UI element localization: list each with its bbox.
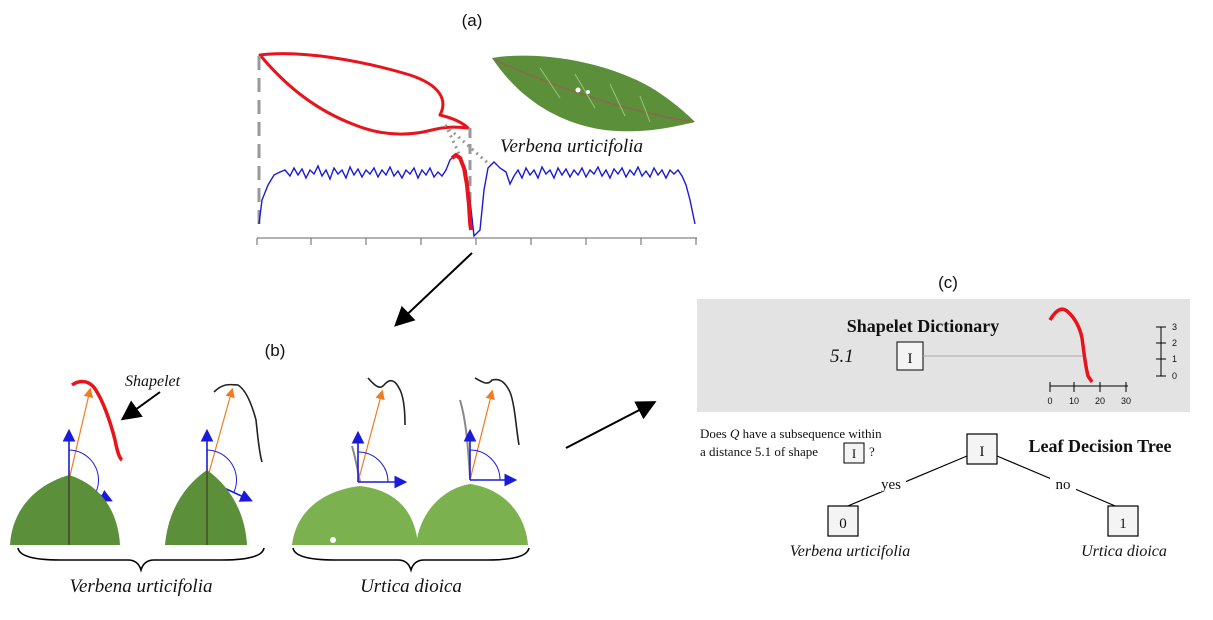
scale-x-tick-0: 0 [1047,396,1052,406]
dotted-connector [444,123,491,167]
timeseries-highlight [450,152,473,231]
tree-no-label: no [1056,477,1071,493]
tree-right-species: Urtica dioica [1081,543,1167,560]
panel-a: (a) Verbena urticifolia [256,11,697,245]
tree-title: Leaf Decision Tree [1029,436,1172,456]
brace-left [17,547,265,573]
arrow-a-to-b [394,252,473,327]
panel-a-label: (a) [462,11,483,30]
scale-y-tick-2: 2 [1172,338,1177,348]
no-label-bg [1050,476,1076,492]
dictionary-scale-y: 3 2 1 0 [1156,322,1177,381]
scale-x-tick-2: 20 [1095,396,1105,406]
question-shape-symbol: I [852,446,856,461]
verbena-leaf-1 [10,379,124,545]
question-end: ? [869,444,875,459]
dictionary-title: Shapelet Dictionary [847,316,1000,336]
tree-yes-label: yes [881,477,901,493]
verbena-leaf-2 [165,383,263,545]
leaf-outline-red [258,52,470,136]
verbena-leaf-image [492,55,695,132]
group-left-label: Verbena urticifolia [69,576,212,597]
question-line-1: Does Q have a subsequence within [700,426,882,441]
tree-left-species: Verbena urticifolia [790,543,910,560]
arrow-b-to-c [565,401,657,449]
panel-c: (c) Shapelet Dictionary 5.1 I 0 10 20 30 [697,273,1190,560]
urtica-leaf-2 [416,377,528,545]
question-line-2: a distance 5.1 of shape [700,444,818,459]
question-shape-box [843,442,865,464]
scale-y-tick-3: 3 [1172,322,1177,332]
tree-right-leaf [1107,505,1139,537]
scale-y-tick-0: 0 [1172,371,1177,381]
shapelet-pointer-arrow [120,391,161,421]
yes-label-bg [876,476,906,492]
scale-x-tick-3: 30 [1121,396,1131,406]
urtica-leaf-1 [292,377,418,545]
tree-left-leaf [827,505,859,537]
panel-a-axis [256,237,697,245]
panel-b: (b) Shapelet [10,341,530,597]
dictionary-shapelet-curve [1048,307,1094,383]
panel-c-label: (c) [938,273,958,292]
panel-b-label: (b) [265,341,286,360]
brace-right [292,547,530,573]
scale-y-tick-1: 1 [1172,354,1177,364]
dictionary-threshold: 5.1 [830,346,854,367]
scale-x-tick-1: 10 [1069,396,1079,406]
shapelet-label: Shapelet [125,373,181,390]
tree-root-node [966,433,998,465]
group-right-label: Urtica dioica [360,576,462,597]
timeseries-blue [258,154,696,238]
dictionary-shape-box [896,341,924,371]
dictionary-scale-x: 0 10 20 30 [1047,382,1131,406]
dictionary-shape-symbol: I [908,351,913,367]
tree-right-leaf-value: 1 [1119,516,1127,532]
tree-root-symbol: I [980,444,985,460]
panel-a-species: Verbena urticifolia [500,136,643,157]
tree-left-leaf-value: 0 [839,516,847,532]
